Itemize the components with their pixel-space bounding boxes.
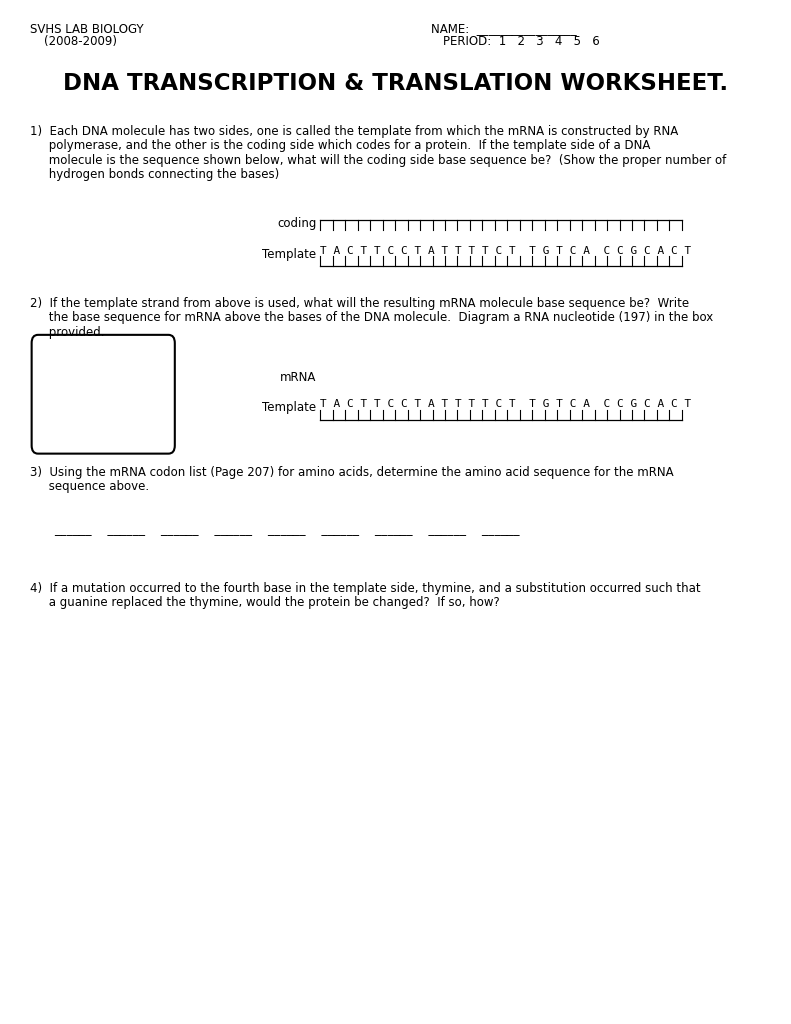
Text: 2)  If the template strand from above is used, what will the resulting mRNA mole: 2) If the template strand from above is … [30, 297, 689, 310]
Text: Template: Template [263, 401, 316, 415]
Text: provided.: provided. [30, 326, 104, 339]
Text: Template: Template [263, 248, 316, 261]
Text: a guanine replaced the thymine, would the protein be changed?  If so, how?: a guanine replaced the thymine, would th… [30, 596, 500, 609]
Text: 4)  If a mutation occurred to the fourth base in the template side, thymine, and: 4) If a mutation occurred to the fourth … [30, 582, 701, 595]
Text: DNA TRANSCRIPTION & TRANSLATION WORKSHEET.: DNA TRANSCRIPTION & TRANSLATION WORKSHEE… [63, 72, 728, 94]
Text: the base sequence for mRNA above the bases of the DNA molecule.  Diagram a RNA n: the base sequence for mRNA above the bas… [30, 311, 713, 325]
Text: PERIOD:  1   2   3   4   5   6: PERIOD: 1 2 3 4 5 6 [443, 35, 600, 48]
Text: 1)  Each DNA molecule has two sides, one is called the template from which the m: 1) Each DNA molecule has two sides, one … [30, 125, 679, 138]
Text: (2008-2009): (2008-2009) [44, 35, 116, 48]
Text: SVHS LAB BIOLOGY: SVHS LAB BIOLOGY [30, 23, 144, 36]
FancyBboxPatch shape [32, 335, 175, 454]
Text: 3)  Using the mRNA codon list (Page 207) for amino acids, determine the amino ac: 3) Using the mRNA codon list (Page 207) … [30, 466, 674, 479]
Text: polymerase, and the other is the coding side which codes for a protein.  If the : polymerase, and the other is the coding … [30, 139, 650, 153]
Text: NAME:  _________________: NAME: _________________ [431, 23, 577, 36]
Text: hydrogen bonds connecting the bases): hydrogen bonds connecting the bases) [30, 168, 279, 181]
Text: molecule is the sequence shown below, what will the coding side base sequence be: molecule is the sequence shown below, wh… [30, 154, 726, 167]
Text: T A C T T C C T A T T T T C T  T G T C A  C C G C A C T: T A C T T C C T A T T T T C T T G T C A … [320, 246, 691, 256]
Text: T A C T T C C T A T T T T C T  T G T C A  C C G C A C T: T A C T T C C T A T T T T C T T G T C A … [320, 399, 691, 410]
Text: coding: coding [277, 217, 316, 230]
Text: mRNA: mRNA [280, 371, 316, 384]
Text: ______    ______    ______    ______    ______    ______    ______    ______    : ______ ______ ______ ______ ______ _____… [54, 522, 519, 536]
Text: sequence above.: sequence above. [30, 480, 149, 494]
